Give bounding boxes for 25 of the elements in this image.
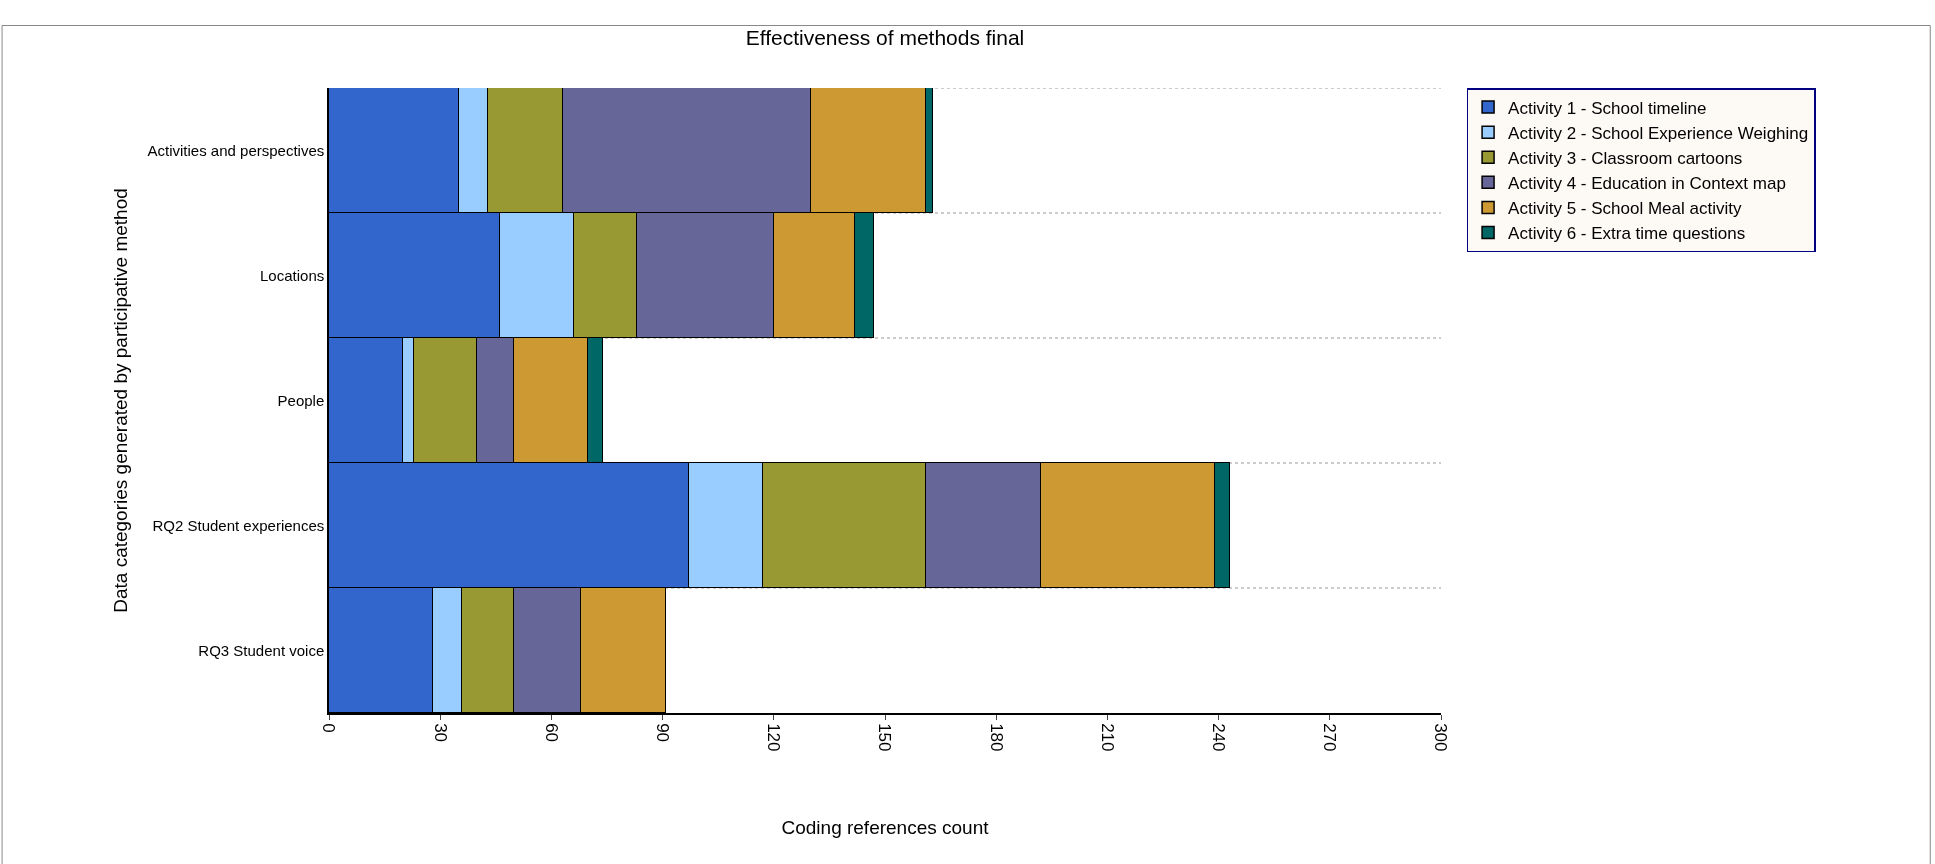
legend-label: Activity 1 - School timeline bbox=[1508, 98, 1707, 118]
y-axis-title: Data categories generated by participative method bbox=[109, 188, 131, 613]
x-tick-label: 30 bbox=[430, 723, 450, 743]
legend-label: Activity 2 - School Experience Weighing bbox=[1508, 123, 1809, 143]
y-tick-label: Activities and perspectives bbox=[147, 141, 325, 159]
x-tick-label: 60 bbox=[541, 723, 561, 743]
legend-label: Activity 5 - School Meal activity bbox=[1508, 199, 1742, 219]
y-tick-label: Locations bbox=[260, 266, 325, 284]
x-tick-label: 150 bbox=[875, 723, 895, 752]
legend-label: Activity 4 - Education in Context map bbox=[1508, 173, 1786, 193]
x-tick-label: 270 bbox=[1320, 723, 1340, 752]
x-tick-label: 180 bbox=[986, 723, 1006, 752]
x-tick-label: 300 bbox=[1431, 723, 1451, 752]
y-tick-label: People bbox=[277, 391, 325, 409]
x-tick-label: 240 bbox=[1209, 723, 1229, 752]
x-tick-label: 210 bbox=[1097, 723, 1117, 752]
chart-title: Effectiveness of methods final bbox=[745, 25, 1025, 49]
y-tick-label: RQ3 Student voice bbox=[198, 641, 325, 659]
legend-label: Activity 6 - Extra time questions bbox=[1508, 224, 1746, 244]
y-tick-label: RQ2 Student experiences bbox=[152, 516, 325, 534]
x-tick-label: 120 bbox=[764, 723, 784, 752]
x-tick-label: 90 bbox=[653, 723, 673, 743]
x-axis-title: Coding references count bbox=[781, 816, 990, 838]
legend-label: Activity 3 - Classroom cartoons bbox=[1508, 148, 1743, 168]
x-tick-label: 0 bbox=[319, 723, 339, 733]
